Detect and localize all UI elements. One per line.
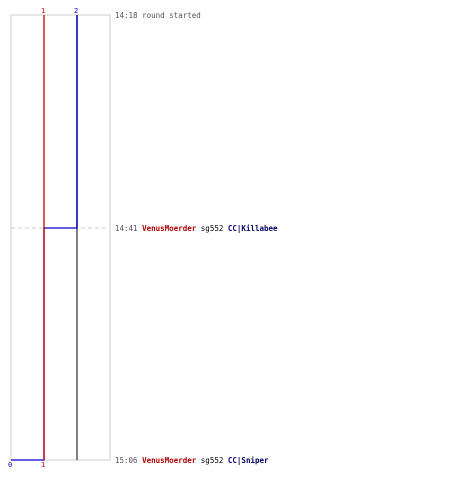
blue-end-score-label: 0: [8, 461, 12, 469]
event-time: 14:41: [115, 224, 138, 233]
event-row: 14:18 round started: [115, 11, 201, 20]
series-layer: [11, 15, 78, 461]
event-killer: VenusMoerder: [138, 456, 197, 465]
event-weapon: sg552: [196, 224, 223, 233]
event-time: 14:18: [115, 11, 138, 20]
event-time: 15:06: [115, 456, 138, 465]
event-log: 14:18 round started 14:41 VenusMoerder sg…: [115, 11, 278, 466]
event-weapon: sg552: [196, 456, 223, 465]
event-victim: CC|Killabee: [223, 224, 278, 234]
blue-start-score-label: 2: [74, 7, 78, 15]
red-end-score-label: 1: [41, 461, 45, 469]
event-row: 14:41 VenusMoerder sg552 CC|Killabee: [115, 224, 278, 234]
red-start-score-label: 1: [41, 7, 45, 15]
chart-frame: [10, 14, 111, 461]
event-victim: CC|Sniper: [223, 456, 269, 466]
grid-layer: [10, 14, 111, 461]
event-row: 15:06 VenusMoerder sg552 CC|Sniper: [115, 456, 269, 466]
event-message: round started: [138, 11, 201, 20]
event-killer: VenusMoerder: [138, 224, 197, 233]
